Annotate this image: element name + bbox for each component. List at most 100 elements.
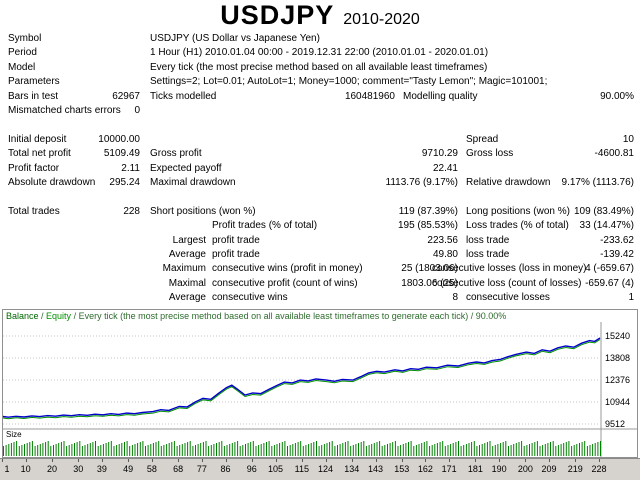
size-bar	[63, 441, 65, 456]
size-bar	[200, 443, 202, 456]
table-cell: 8	[452, 292, 458, 304]
size-bar	[102, 444, 104, 456]
table-cell: Initial deposit	[8, 133, 67, 145]
table-cell: Symbol	[8, 33, 42, 44]
table-cell: Absolute drawdown	[8, 177, 96, 188]
size-bar	[586, 446, 588, 456]
size-bar	[37, 445, 39, 456]
equity-legend-label: Equity	[46, 311, 72, 321]
size-bar	[510, 445, 512, 456]
x-tick-mark	[325, 459, 327, 462]
size-bar	[260, 444, 262, 456]
size-bar	[92, 442, 94, 456]
table-cell: loss trade	[466, 249, 510, 260]
table-row: Total net profit 5109.49 Gross profit 9710.…	[0, 147, 640, 161]
size-bar	[89, 443, 91, 456]
size-bar	[444, 446, 446, 456]
size-bar	[568, 441, 570, 456]
x-axis-label: 171	[441, 464, 457, 474]
table-cell: Gross loss	[466, 148, 514, 160]
table-cell: Expected payoff	[150, 162, 222, 174]
size-bar	[79, 441, 81, 456]
size-bar	[226, 445, 228, 456]
size-bar	[208, 446, 210, 456]
table-row: Largest profit trade 223.56 loss trade -233.…	[0, 234, 640, 248]
x-axis-label: 49	[123, 464, 134, 474]
x-tick-mark	[549, 459, 550, 462]
size-bar	[97, 446, 99, 456]
table-cell: 22.41	[432, 162, 458, 174]
size-bar	[271, 446, 273, 456]
size-bar	[531, 443, 533, 456]
size-bar	[397, 446, 399, 456]
size-bar	[468, 443, 470, 456]
size-bar	[247, 443, 249, 456]
size-bar	[289, 445, 291, 456]
table-cell: Loss trades (% of total)	[466, 220, 569, 232]
table-cell: Mismatched charts errors	[8, 105, 121, 116]
size-bar	[21, 445, 23, 456]
size-bar	[34, 446, 36, 456]
table-row	[0, 118, 640, 132]
table-cell: -139.42	[600, 249, 634, 260]
table-row: Initial deposit 10000.00 Spread 10	[0, 133, 640, 147]
size-bar	[145, 446, 146, 456]
table-cell: Profit trades (% of total)	[212, 220, 318, 232]
size-bar	[410, 441, 412, 456]
size-bar	[297, 442, 299, 456]
size-bar	[405, 443, 407, 456]
size-bar	[600, 441, 601, 456]
size-bar	[521, 441, 523, 456]
size-bar	[189, 441, 191, 456]
size-bar	[179, 445, 181, 456]
size-bar	[408, 442, 409, 456]
table-cell: Average	[168, 249, 206, 260]
table-cell: 295.24	[109, 177, 140, 188]
size-bar	[358, 443, 359, 456]
table-cell: 1803.06 (25)	[401, 277, 458, 289]
size-bar	[329, 442, 331, 456]
table-cell: -4600.81	[594, 148, 634, 160]
size-bar	[476, 446, 478, 456]
size-bar	[518, 442, 520, 456]
x-tick-mark	[275, 459, 277, 462]
size-bar	[39, 444, 41, 456]
table-cell: 49.80	[432, 249, 458, 260]
table-row: Model Every tick (the most precise method…	[0, 61, 640, 75]
table-cell: 10	[622, 133, 634, 145]
size-bar	[576, 444, 578, 456]
table-cell: 1	[628, 292, 634, 304]
y-axis-label: 15240	[605, 331, 630, 341]
table-cell: Largest	[172, 234, 206, 246]
table-cell: loss trade	[466, 234, 510, 246]
table-cell: 160481960	[344, 90, 395, 102]
table-cell: consecutive losses (loss in money)	[432, 263, 587, 275]
table-cell: -233.62	[600, 234, 634, 246]
table-cell: Settings=2; Lot=0.01; AutoLot=1; Money=1…	[150, 76, 548, 88]
size-bar	[442, 441, 444, 456]
size-bar	[584, 441, 586, 456]
table-cell: Maximal drawdown	[150, 177, 236, 188]
x-axis-label: 30	[73, 464, 84, 474]
table-cell: -659.67 (4)	[585, 277, 634, 289]
size-bar	[266, 442, 267, 456]
x-axis-label: 77	[196, 464, 207, 474]
size-bar	[500, 443, 502, 456]
table-cell: 1113.76 (9.17%)	[385, 177, 458, 188]
x-axis-label: 181	[467, 464, 483, 474]
size-bar	[87, 444, 89, 456]
size-bar	[26, 443, 28, 456]
size-bar	[594, 443, 596, 456]
size-bar	[384, 445, 386, 456]
size-bar	[95, 441, 96, 456]
size-bar	[74, 443, 75, 456]
x-tick-mark	[425, 459, 427, 462]
size-bar	[429, 446, 431, 456]
size-bar	[287, 446, 288, 456]
report-title: USDJPY 2010-2020	[0, 0, 640, 30]
size-bar	[376, 442, 378, 456]
size-bar	[29, 442, 31, 456]
size-bar	[473, 441, 475, 456]
size-bar	[323, 444, 325, 456]
size-bar	[292, 444, 294, 456]
